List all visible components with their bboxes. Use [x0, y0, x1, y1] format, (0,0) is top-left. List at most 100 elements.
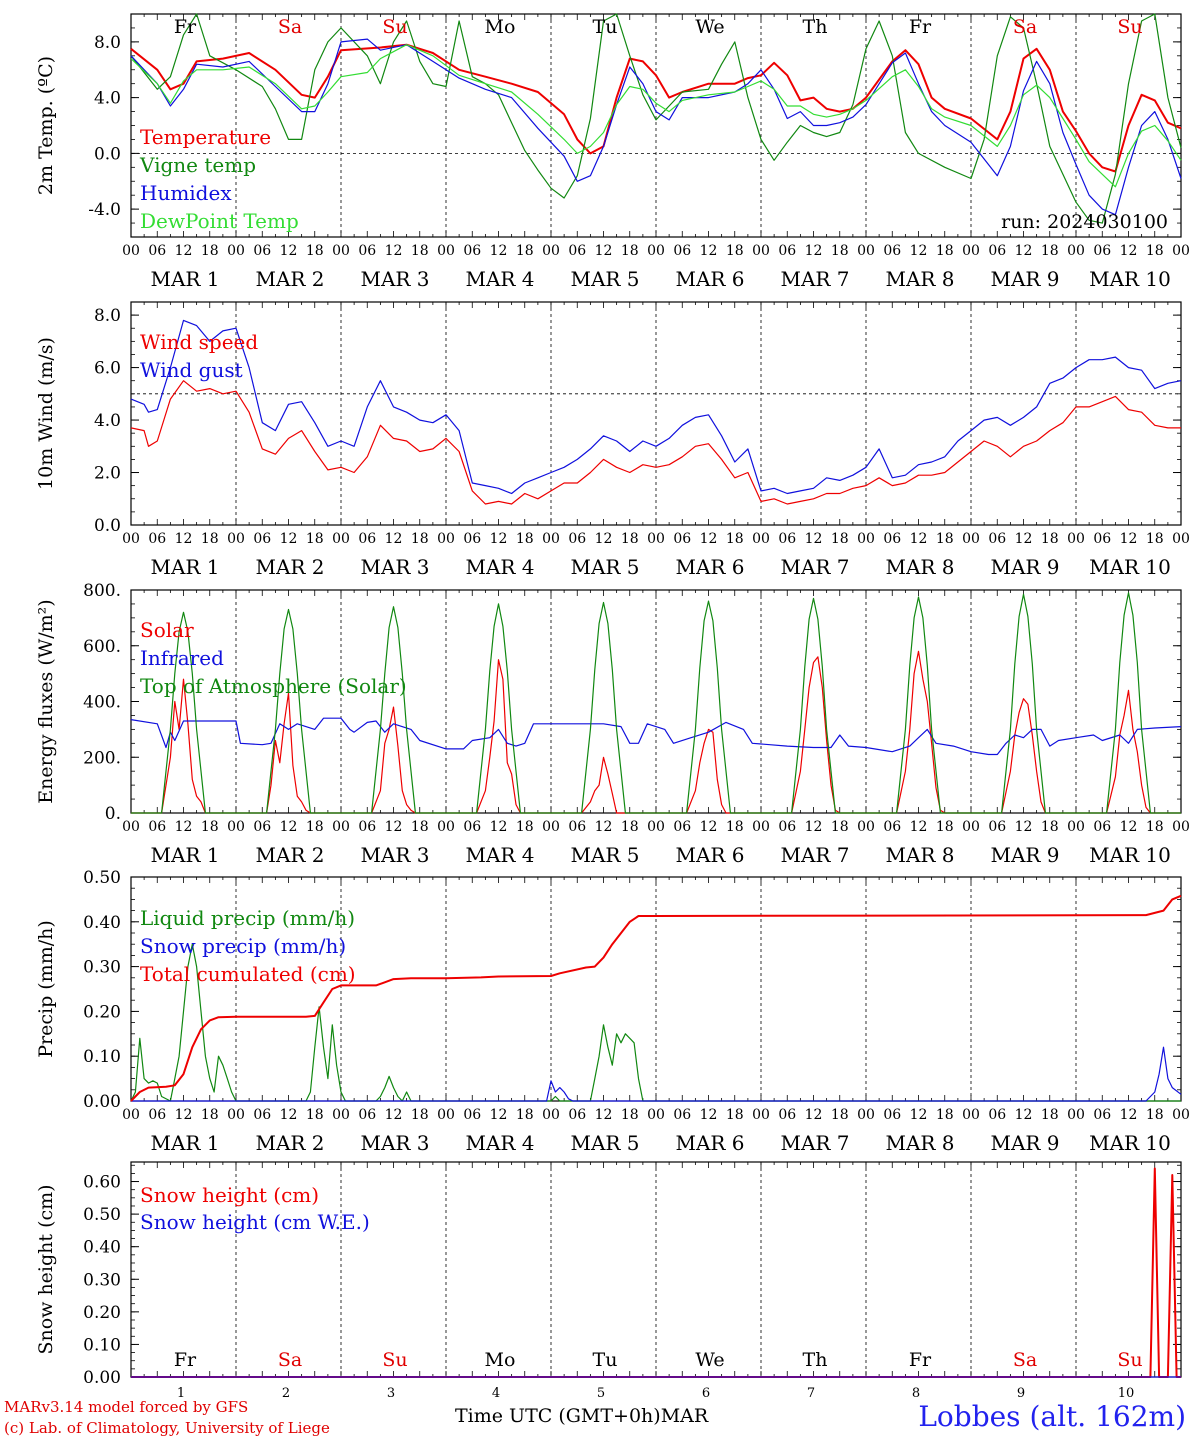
date-label: MAR 7: [780, 1131, 849, 1155]
hour-tick-label: 06: [1093, 531, 1111, 547]
legend-entry: Wind gust: [140, 358, 243, 382]
hour-tick-label: 12: [595, 531, 613, 547]
day-number-label: 3: [387, 1386, 395, 1401]
hour-tick-label: 06: [988, 243, 1006, 259]
hour-tick-label: 18: [726, 1107, 744, 1123]
legend-entry: Temperature: [140, 125, 271, 149]
hour-tick-label: 00: [332, 243, 350, 259]
y-tick-label: 8.0: [94, 306, 121, 326]
weekday-label: Su: [382, 16, 407, 38]
hour-tick-label: 12: [805, 819, 823, 835]
station-name: Lobbes (alt. 162m): [918, 1400, 1186, 1433]
hour-tick-label: 12: [910, 1107, 928, 1123]
y-axis-label: Snow height (cm): [35, 1184, 57, 1354]
hour-tick-label: 06: [358, 243, 376, 259]
hour-tick-label: 18: [306, 243, 324, 259]
hour-tick-label: 12: [1120, 531, 1138, 547]
weekday-label: Tu: [593, 16, 618, 38]
hour-tick-label: 12: [700, 1107, 718, 1123]
hour-tick-label: 12: [175, 1107, 193, 1123]
hour-tick-label: 06: [358, 531, 376, 547]
hour-tick-label: 12: [1015, 819, 1033, 835]
hour-tick-label: 18: [831, 819, 849, 835]
hour-tick-label: 00: [437, 819, 455, 835]
hour-tick-label: 00: [1172, 1107, 1190, 1123]
y-axis-label: 10m Wind (m/s): [35, 337, 57, 490]
legend-entry: Wind speed: [140, 330, 258, 354]
hour-tick-label: 18: [1041, 531, 1059, 547]
weekday-label: Tu: [593, 1349, 618, 1371]
date-label: MAR 10: [1089, 843, 1171, 867]
hour-tick-label: 06: [148, 1107, 166, 1123]
hour-tick-label: 00: [1067, 531, 1085, 547]
hour-tick-label: 18: [1146, 819, 1164, 835]
date-label: MAR 2: [255, 267, 324, 291]
legend-entry: Snow precip (mm/h): [140, 934, 346, 958]
hour-tick-label: 00: [437, 531, 455, 547]
legend-entry: Vigne temp: [139, 153, 256, 177]
hour-tick-label: 12: [280, 243, 298, 259]
lab-credit: (c) Lab. of Climatology, University of L…: [4, 1419, 330, 1437]
hour-tick-label: 12: [595, 1107, 613, 1123]
date-label: MAR 9: [990, 267, 1059, 291]
hour-tick-label: 06: [148, 531, 166, 547]
date-label: MAR 4: [465, 1131, 534, 1155]
hour-tick-label: 18: [726, 819, 744, 835]
date-label: MAR 4: [465, 267, 534, 291]
hour-tick-label: 12: [805, 1107, 823, 1123]
hour-tick-label: 06: [253, 243, 271, 259]
date-label: MAR 8: [885, 555, 954, 579]
hour-tick-label: 00: [542, 531, 560, 547]
hour-tick-label: 00: [542, 819, 560, 835]
hour-tick-label: 18: [726, 243, 744, 259]
hour-tick-label: 06: [883, 243, 901, 259]
hour-tick-label: 12: [385, 1107, 403, 1123]
hour-tick-label: 00: [647, 243, 665, 259]
date-label: MAR 10: [1089, 555, 1171, 579]
date-label: MAR 1: [150, 843, 219, 867]
y-tick-label: 0.10: [83, 1335, 121, 1355]
series-line: [130, 894, 1182, 1102]
date-label: MAR 7: [780, 267, 849, 291]
date-label: MAR 5: [570, 555, 639, 579]
weekday-label: Sa: [278, 1349, 302, 1371]
y-axis-label: Precip (mm/h): [35, 920, 57, 1058]
weekday-label: We: [695, 1349, 724, 1371]
weekday-label: Mo: [485, 1349, 516, 1371]
hour-tick-label: 00: [332, 1107, 350, 1123]
hour-tick-label: 12: [700, 531, 718, 547]
hour-tick-label: 12: [490, 819, 508, 835]
y-axis-label: 2m Temp. (ºC): [35, 56, 57, 195]
series-line: [130, 44, 1182, 188]
hour-tick-label: 18: [621, 819, 639, 835]
hour-tick-label: 18: [831, 243, 849, 259]
hour-tick-label: 00: [122, 243, 140, 259]
hour-tick-label: 18: [1146, 1107, 1164, 1123]
hour-tick-label: 06: [778, 243, 796, 259]
series-line: [131, 1046, 1182, 1102]
hour-tick-label: 06: [463, 531, 481, 547]
hour-tick-label: 12: [700, 819, 718, 835]
hour-tick-label: 06: [358, 1107, 376, 1123]
hour-tick-label: 18: [411, 243, 429, 259]
y-tick-label: 600.: [83, 637, 121, 657]
series-line: [130, 380, 1181, 505]
hour-tick-label: 18: [516, 819, 534, 835]
date-label: MAR 6: [675, 1131, 744, 1155]
hour-tick-label: 00: [752, 531, 770, 547]
hour-tick-label: 06: [1093, 1107, 1111, 1123]
y-tick-label: -4.0: [88, 200, 121, 220]
hour-tick-label: 18: [516, 531, 534, 547]
hour-tick-label: 06: [778, 1107, 796, 1123]
hour-tick-label: 18: [1146, 243, 1164, 259]
series-line: [130, 717, 1182, 756]
hour-tick-label: 06: [673, 531, 691, 547]
hour-tick-label: 12: [385, 819, 403, 835]
day-number-label: 9: [1017, 1386, 1025, 1401]
hour-tick-label: 06: [568, 531, 586, 547]
hour-tick-label: 06: [148, 819, 166, 835]
hour-tick-label: 00: [542, 243, 560, 259]
hour-tick-label: 12: [385, 531, 403, 547]
weekday-label: Su: [1117, 1349, 1142, 1371]
hour-tick-label: 18: [516, 1107, 534, 1123]
